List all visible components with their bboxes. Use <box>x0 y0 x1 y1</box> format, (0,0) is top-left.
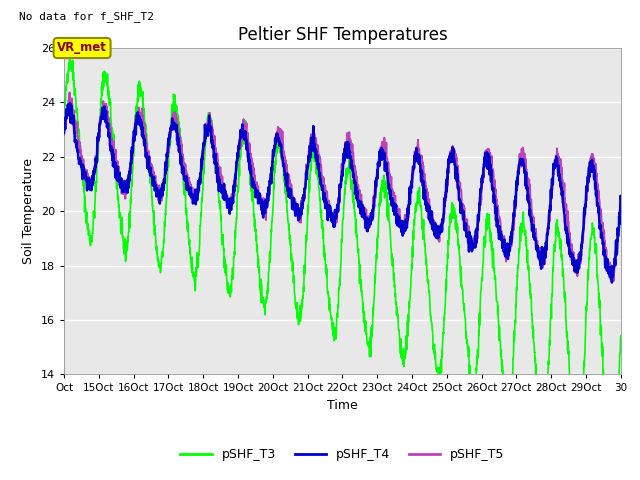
Text: No data for f_SHF_T2: No data for f_SHF_T2 <box>19 11 154 22</box>
Y-axis label: Soil Temperature: Soil Temperature <box>22 158 35 264</box>
Text: VR_met: VR_met <box>57 41 107 55</box>
Legend: pSHF_T3, pSHF_T4, pSHF_T5: pSHF_T3, pSHF_T4, pSHF_T5 <box>175 443 509 466</box>
Title: Peltier SHF Temperatures: Peltier SHF Temperatures <box>237 25 447 44</box>
X-axis label: Time: Time <box>327 399 358 412</box>
